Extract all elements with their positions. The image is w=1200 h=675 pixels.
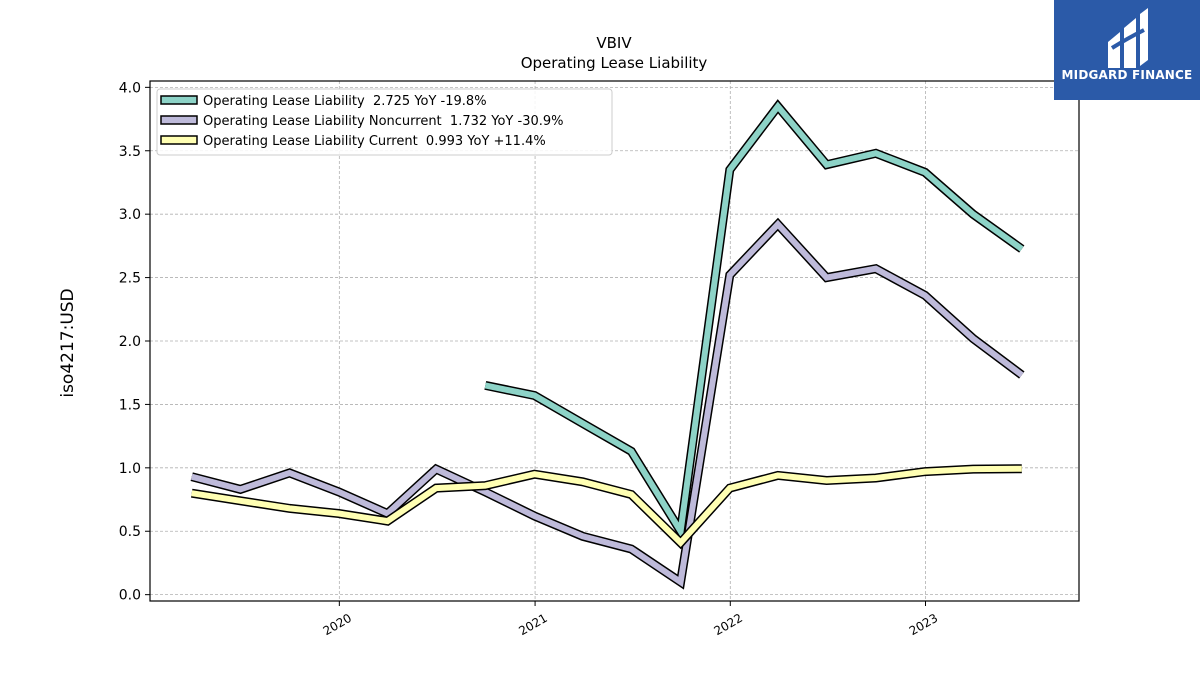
y-tick-label: 4.0 <box>119 80 141 96</box>
legend-label: Operating Lease Liability Noncurrent 1.7… <box>203 114 564 129</box>
x-tick-label: 2023 <box>907 611 940 638</box>
y-axis-label: iso4217:USD <box>58 288 78 397</box>
legend-label: Operating Lease Liability 2.725 YoY -19.… <box>203 94 487 109</box>
legend-box <box>156 88 613 156</box>
y-tick-label: 0.5 <box>119 524 141 540</box>
logo-text: MIDGARD FINANCE <box>1061 68 1193 82</box>
y-tick-label: 3.0 <box>119 207 141 223</box>
y-tick-label: 1.5 <box>119 397 141 413</box>
series-stroke <box>484 101 1024 540</box>
chart-title: VBIV <box>596 34 632 52</box>
y-tick-label: 3.5 <box>119 144 141 160</box>
y-tick-label: 1.0 <box>119 461 141 477</box>
series-stroke <box>190 219 1024 588</box>
legend-swatch <box>160 115 198 125</box>
midgard-finance-logo: MIDGARD FINANCE <box>1054 0 1200 100</box>
series-line-1 <box>484 99 1025 545</box>
midgard-logo-icon <box>1108 8 1148 68</box>
x-tick-label: 2021 <box>516 611 549 638</box>
x-tick-label: 2020 <box>321 611 354 638</box>
x-tick-label: 2022 <box>712 611 745 638</box>
series-line-3 <box>191 464 1022 550</box>
axis-ticks: 0.0 0.5 1.0 1.5 2.0 2.5 3.0 3.5 4.0 2020 2021 2022 2… <box>119 80 940 638</box>
series-line-2 <box>190 217 1025 590</box>
series-lines <box>190 99 1025 590</box>
y-tick-label: 2.5 <box>119 271 141 287</box>
y-tick-label: 2.0 <box>119 334 141 350</box>
y-tick-label: 0.0 <box>119 588 141 604</box>
legend-swatch <box>160 135 198 145</box>
grid <box>150 81 1079 601</box>
series-stroke <box>191 465 1022 548</box>
plot-frame <box>149 80 1080 602</box>
legend-swatch <box>160 95 198 105</box>
chart-subtitle: Operating Lease Liability <box>521 54 708 72</box>
legend: Operating Lease Liability 2.725 YoY -19.… <box>156 88 613 156</box>
legend-label: Operating Lease Liability Current 0.993 … <box>203 134 546 149</box>
